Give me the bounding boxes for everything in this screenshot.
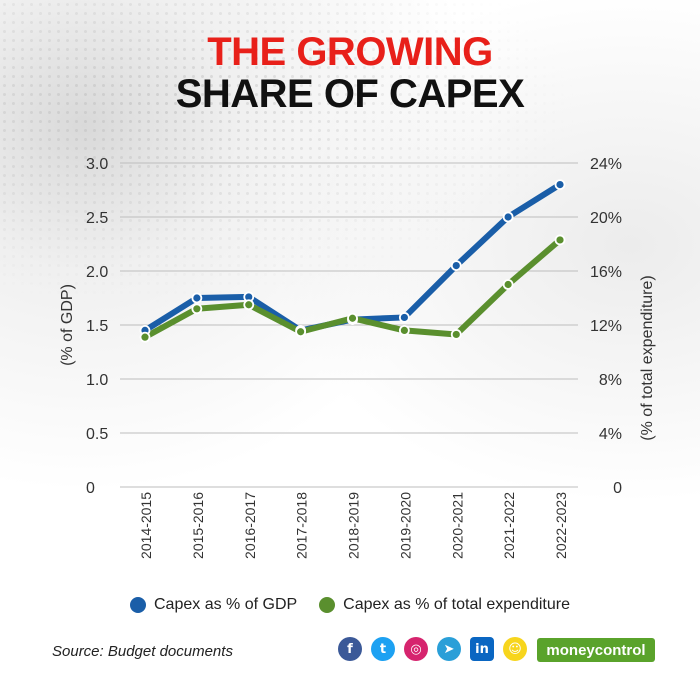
x-tick-label: 2022-2023 bbox=[553, 492, 569, 559]
y-right-tick-label: 16% bbox=[590, 264, 622, 281]
y-left-tick-label: 1.0 bbox=[86, 372, 108, 389]
data-point-0 bbox=[554, 179, 566, 191]
brand-logo[interactable]: moneycontrol bbox=[537, 638, 655, 662]
y-right-tick-label: 20% bbox=[590, 210, 622, 227]
y-left-tick-label: 2.0 bbox=[86, 264, 108, 281]
y-left-tick-label: 0.5 bbox=[86, 426, 108, 443]
y-left-axis-label: (% of GDP) bbox=[59, 284, 76, 366]
y-left-tick-label: 1.5 bbox=[86, 318, 108, 335]
y-right-axis-label: (% of total expenditure) bbox=[639, 275, 656, 440]
data-point-1 bbox=[191, 303, 203, 315]
x-tick-label: 2015-2016 bbox=[190, 492, 206, 559]
data-point-1 bbox=[295, 326, 307, 338]
snapchat-icon[interactable]: ☺ bbox=[503, 637, 527, 661]
y-right-tick-label: 4% bbox=[599, 426, 622, 443]
x-tick-label: 2016-2017 bbox=[242, 492, 258, 559]
title-line-1: THE GROWING bbox=[207, 30, 493, 74]
data-point-1 bbox=[450, 329, 462, 340]
x-tick-label: 2021-2022 bbox=[501, 492, 517, 559]
y-left-tick-label: 0 bbox=[86, 480, 95, 497]
legend-label-expenditure: Capex as % of total expenditure bbox=[343, 596, 570, 613]
data-point-0 bbox=[450, 260, 462, 272]
data-point-1 bbox=[139, 331, 151, 343]
y-right-tick-label: 12% bbox=[590, 318, 622, 335]
telegram-icon[interactable]: ➤ bbox=[437, 637, 461, 661]
x-tick-label: 2014-2015 bbox=[138, 492, 154, 559]
data-point-0 bbox=[191, 292, 203, 304]
social-icons: f t ◎ ➤ in ☺ bbox=[338, 637, 527, 661]
y-right-tick-label: 24% bbox=[590, 156, 622, 173]
data-point-1 bbox=[502, 279, 514, 290]
source-note: Source: Budget documents bbox=[52, 643, 233, 660]
data-point-1 bbox=[398, 324, 410, 336]
data-point-0 bbox=[502, 211, 514, 223]
linkedin-icon[interactable]: in bbox=[470, 637, 494, 661]
legend-swatch-gdp bbox=[130, 597, 146, 613]
data-point-0 bbox=[398, 312, 410, 323]
legend-label-gdp: Capex as % of GDP bbox=[154, 596, 298, 613]
instagram-icon[interactable]: ◎ bbox=[404, 637, 428, 661]
facebook-icon[interactable]: f bbox=[338, 637, 362, 661]
chart-legend: Capex as % of GDP Capex as % of total ex… bbox=[0, 596, 700, 614]
x-tick-label: 2020-2021 bbox=[449, 492, 465, 559]
y-right-tick-label: 0 bbox=[613, 480, 622, 497]
y-left-tick-label: 2.5 bbox=[86, 210, 108, 227]
title-line-2: SHARE OF CAPEX bbox=[175, 72, 525, 116]
y-right-tick-label: 8% bbox=[599, 372, 622, 389]
twitter-icon[interactable]: t bbox=[371, 637, 395, 661]
data-point-1 bbox=[243, 299, 255, 311]
data-point-1 bbox=[347, 312, 358, 324]
y-left-tick-label: 3.0 bbox=[86, 156, 108, 173]
legend-item-gdp: Capex as % of GDP bbox=[130, 596, 297, 614]
x-tick-label: 2019-2020 bbox=[397, 492, 413, 559]
x-tick-label: 2018-2019 bbox=[346, 492, 362, 559]
legend-swatch-expenditure bbox=[319, 597, 336, 613]
x-tick-label: 2017-2018 bbox=[294, 492, 310, 559]
data-point-1 bbox=[554, 234, 566, 246]
legend-item-expenditure: Capex as % of total expenditure bbox=[319, 596, 570, 614]
